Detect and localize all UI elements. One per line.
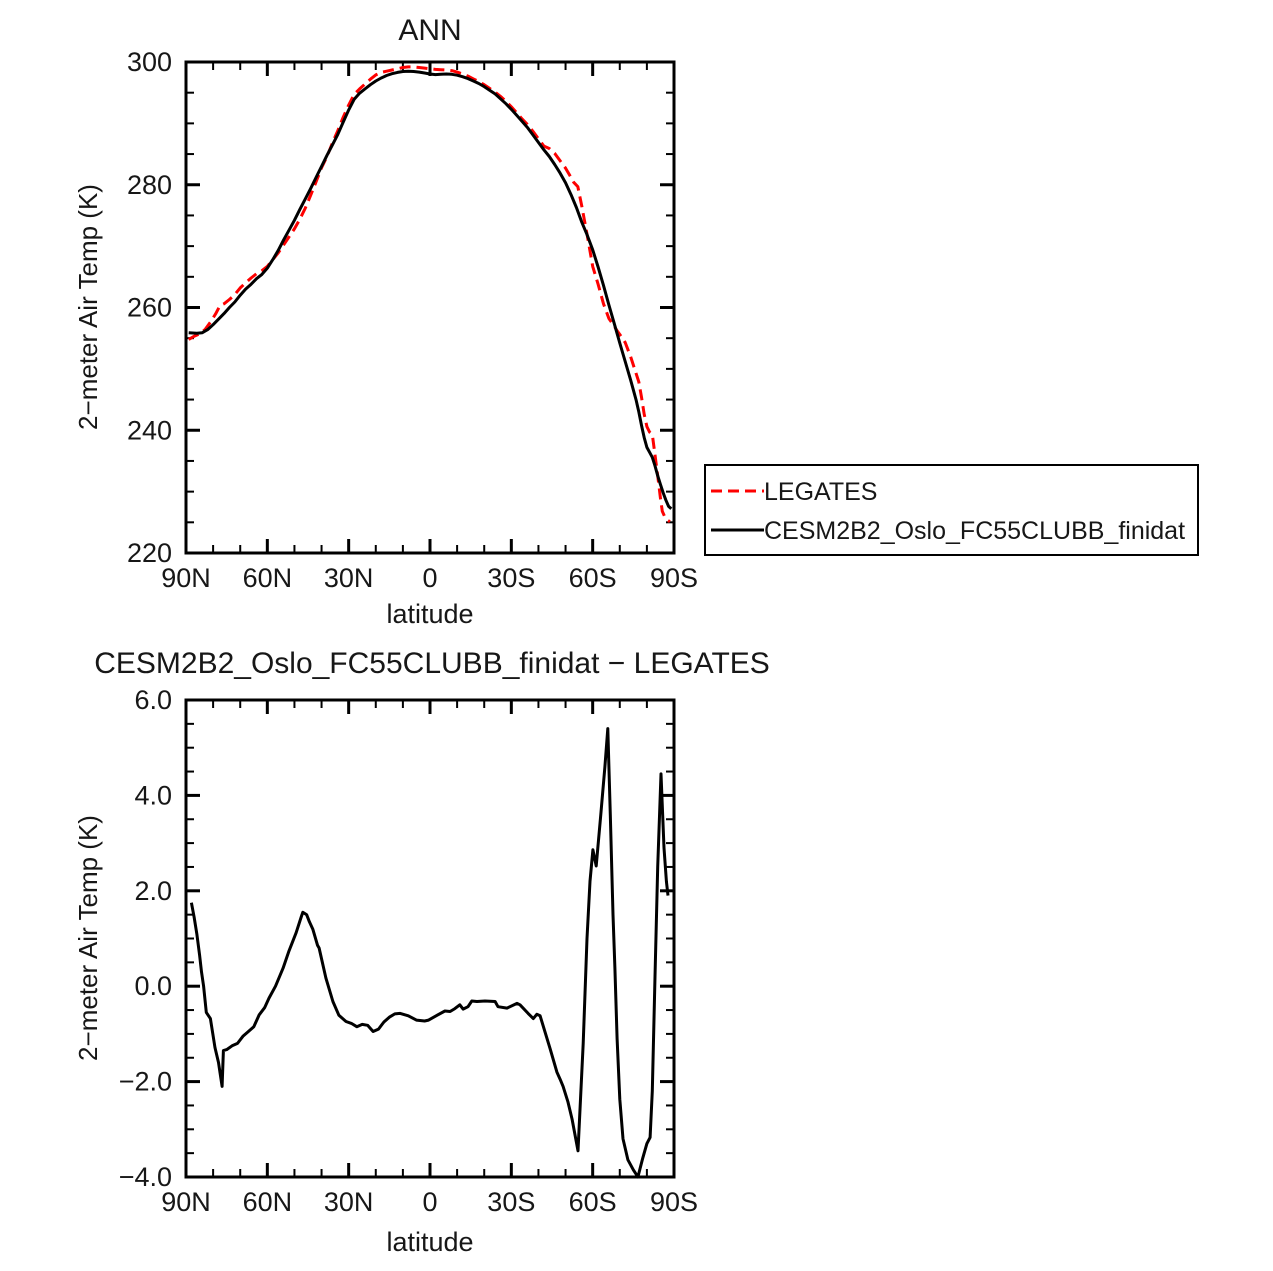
legend: LEGATES CESM2B2_Oslo_FC55CLUBB_finidat bbox=[704, 464, 1199, 556]
x-tick-label: 90S bbox=[650, 563, 698, 593]
legend-label-model: CESM2B2_Oslo_FC55CLUBB_finidat bbox=[764, 517, 1185, 545]
x-tick-label: 90N bbox=[161, 1187, 211, 1217]
x-tick-label: 60S bbox=[569, 563, 617, 593]
y-tick-label: −2.0 bbox=[119, 1067, 172, 1097]
ann-temp-series-cesm2b2-oslo-fc55clubb-finidat bbox=[188, 69, 673, 510]
y-tick-label: −4.0 bbox=[119, 1162, 172, 1192]
diff-temp-axes-box bbox=[184, 698, 676, 1179]
x-tick-label: 60N bbox=[243, 563, 293, 593]
y-tick-label: 220 bbox=[127, 538, 172, 568]
y-tick-label: 4.0 bbox=[134, 780, 172, 810]
x-tick-label: 60S bbox=[569, 1187, 617, 1217]
legend-box bbox=[704, 464, 1199, 556]
top-panel-title: ANN bbox=[398, 14, 461, 47]
ann-temp-series-legates bbox=[187, 65, 671, 523]
bottom-panel-x-axis-label: latitude bbox=[386, 1227, 473, 1257]
x-tick-label: 30N bbox=[324, 1187, 374, 1217]
x-tick-label: 0 bbox=[422, 1187, 437, 1217]
y-tick-label: 6.0 bbox=[134, 685, 172, 715]
x-tick-label: 90N bbox=[161, 563, 211, 593]
y-tick-label: 0.0 bbox=[134, 971, 172, 1001]
bottom-panel-y-axis-label: 2−meter Air Temp (K) bbox=[73, 815, 103, 1061]
x-tick-label: 30S bbox=[487, 563, 535, 593]
top-panel-x-axis-label: latitude bbox=[386, 599, 473, 629]
top-panel-y-axis-label: 2−meter Air Temp (K) bbox=[73, 184, 103, 430]
x-tick-label: 60N bbox=[243, 1187, 293, 1217]
y-tick-label: 300 bbox=[127, 47, 172, 77]
x-tick-label: 30N bbox=[324, 563, 374, 593]
y-tick-label: 280 bbox=[127, 170, 172, 200]
y-tick-label: 260 bbox=[127, 293, 172, 323]
y-tick-label: 240 bbox=[127, 415, 172, 445]
diff-temp-series-cesm2b2-oslo-fc55clubb-finidat-minus-legates bbox=[189, 727, 670, 1179]
x-tick-label: 30S bbox=[487, 1187, 535, 1217]
bottom-panel-title: CESM2B2_Oslo_FC55CLUBB_finidat − LEGATES bbox=[94, 647, 770, 680]
diff-temp-panel: 90N 60N 30N 0 30S 60S 90S 6.0 4.0 2.0 0.0 −2.0 −4.0 bbox=[119, 685, 698, 1217]
ann-temp-panel: 90N 60N 30N 0 30S 60S 90S 300 280 260 240 220 bbox=[127, 47, 698, 593]
x-tick-label: 0 bbox=[422, 563, 437, 593]
x-tick-label: 90S bbox=[650, 1187, 698, 1217]
y-tick-label: 2.0 bbox=[134, 876, 172, 906]
legend-label-legates: LEGATES bbox=[764, 478, 877, 506]
ann-temp-axes-box bbox=[184, 60, 676, 555]
